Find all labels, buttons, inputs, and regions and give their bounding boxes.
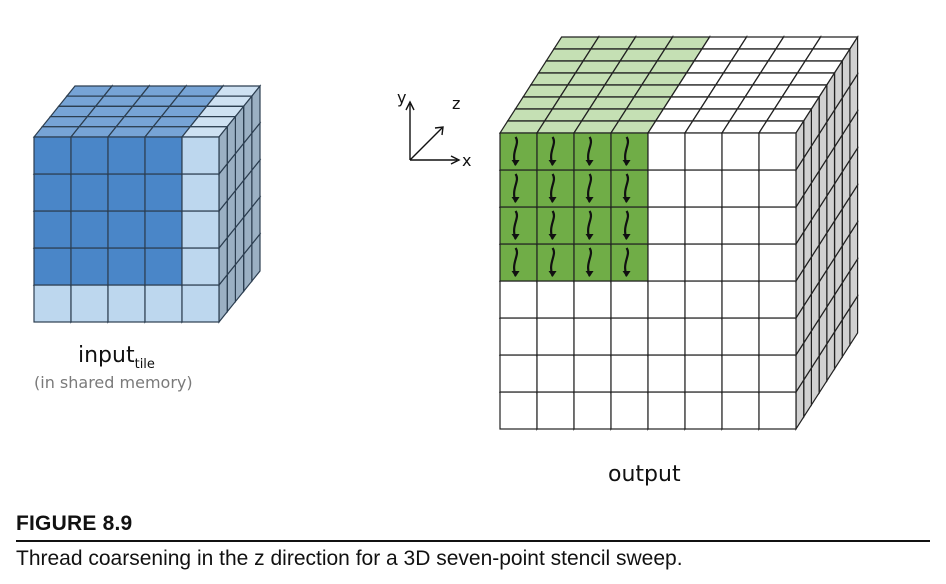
arrow-head-icon bbox=[585, 160, 594, 166]
arrow-head-icon bbox=[548, 271, 557, 277]
arrow-head-icon bbox=[585, 234, 594, 240]
z-axis-label: z bbox=[452, 94, 460, 113]
arrow-head-icon bbox=[622, 271, 631, 277]
output-label: output bbox=[608, 462, 681, 487]
input-tile-cube bbox=[32, 84, 262, 324]
arrow-head-icon bbox=[511, 197, 520, 203]
arrow-head-icon bbox=[548, 234, 557, 240]
y-axis-label: y bbox=[397, 88, 406, 107]
arrow-head-icon bbox=[585, 271, 594, 277]
arrow-head-icon bbox=[622, 197, 631, 203]
arrow-head-icon bbox=[548, 197, 557, 203]
arrow-head-icon bbox=[511, 234, 520, 240]
arrow-head-icon bbox=[585, 197, 594, 203]
input-tile-cell bbox=[180, 125, 229, 176]
output-cell bbox=[757, 118, 805, 173]
arrow-head-icon bbox=[548, 160, 557, 166]
caption-divider bbox=[16, 540, 930, 542]
input-tile-cell bbox=[32, 125, 81, 176]
figure-caption: Thread coarsening in the z direction for… bbox=[16, 547, 683, 570]
arrow-head-icon bbox=[511, 160, 520, 166]
output-cube bbox=[498, 34, 859, 432]
arrow-head-icon bbox=[622, 160, 631, 166]
z-axis-arrow bbox=[409, 127, 443, 161]
arrow-head-icon bbox=[511, 271, 520, 277]
input-tile-note: (in shared memory) bbox=[34, 373, 193, 392]
input-tile-label: inputtile bbox=[78, 343, 155, 372]
arrow-head-icon bbox=[622, 234, 631, 240]
figure-number: FIGURE 8.9 bbox=[16, 512, 133, 535]
output-cell bbox=[646, 118, 694, 173]
x-axis-label: x bbox=[462, 151, 471, 170]
axes-indicator: y x z bbox=[397, 88, 471, 170]
